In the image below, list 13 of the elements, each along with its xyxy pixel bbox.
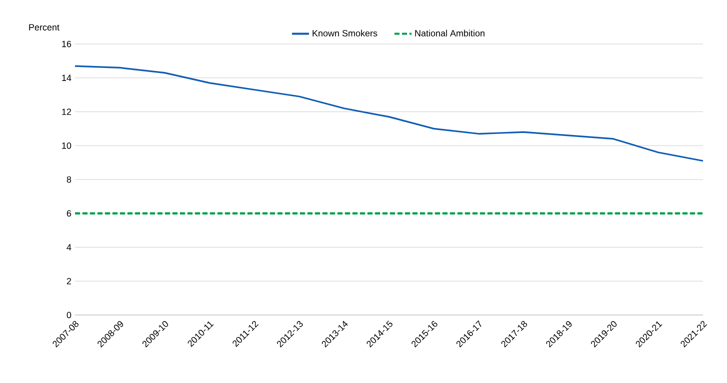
line-series xyxy=(74,65,704,162)
y-tick-label: 8 xyxy=(66,176,72,183)
y-axis-title: Percent xyxy=(29,24,60,30)
y-tick-label: 12 xyxy=(62,108,72,115)
y-tick-label: 4 xyxy=(66,244,72,250)
y-tick-label: 14 xyxy=(62,74,72,81)
legend-label: National Ambition xyxy=(415,30,484,36)
y-tick-label: 6 xyxy=(66,210,72,217)
y-tick-label: 2 xyxy=(66,278,72,284)
y-tick-label: 0 xyxy=(66,312,72,318)
y-tick-label: 16 xyxy=(62,40,72,48)
legend-label: Known Smokers xyxy=(312,30,378,36)
y-tick-label: 10 xyxy=(62,142,72,149)
